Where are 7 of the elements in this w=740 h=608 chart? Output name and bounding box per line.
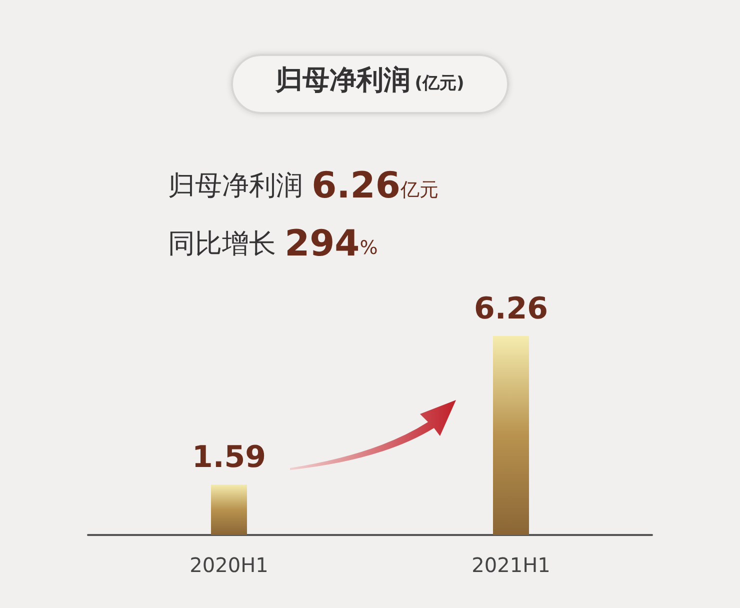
chart-title: 归母净利润(亿元) (274, 65, 464, 96)
text: 归母净利润 6.26亿元 (168, 166, 438, 206)
data-label: 1.59 (192, 440, 266, 475)
data-label: 6.26 (474, 292, 548, 326)
x-tick-label: 2020H1 (190, 553, 268, 577)
text: 同比增长 294% (168, 224, 378, 264)
x-tick-label: 2021H1 (472, 553, 550, 577)
